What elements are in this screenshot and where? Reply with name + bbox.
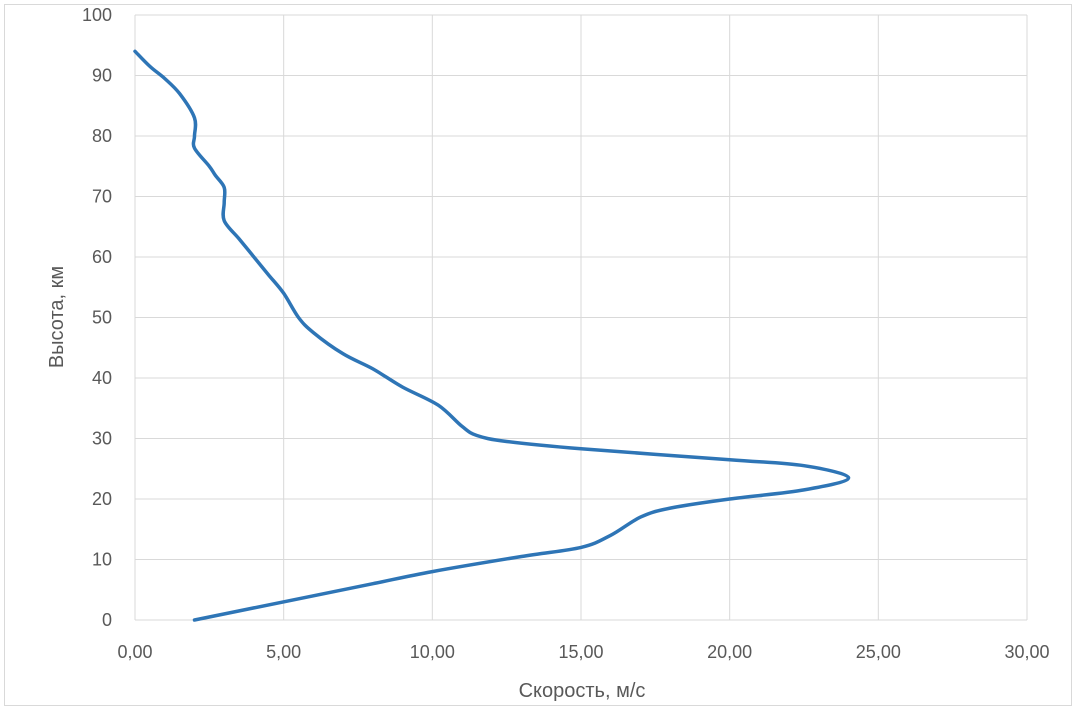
y-tick-label: 0	[102, 610, 112, 630]
x-axis-title: Скорость, м/с	[519, 680, 646, 702]
x-tick-label: 10,00	[410, 642, 455, 662]
x-axis-tick-labels: 0,00 5,00 10,00 15,00 20,00 25,00 30,00	[117, 642, 1049, 662]
y-tick-label: 10	[92, 550, 112, 570]
series-line	[133, 49, 851, 622]
y-tick-label: 80	[92, 126, 112, 146]
y-tick-label: 70	[92, 187, 112, 207]
y-tick-label: 50	[92, 308, 112, 328]
y-tick-label: 100	[82, 5, 112, 25]
x-tick-label: 20,00	[707, 642, 752, 662]
y-tick-label: 30	[92, 429, 112, 449]
grid-lines	[134, 14, 1028, 621]
series-layer	[133, 49, 851, 622]
x-tick-label: 15,00	[558, 642, 603, 662]
x-tick-label: 30,00	[1004, 642, 1049, 662]
x-tick-label: 5,00	[266, 642, 301, 662]
y-axis-title: Высота, км	[46, 266, 68, 368]
y-tick-label: 40	[92, 368, 112, 388]
y-tick-label: 20	[92, 489, 112, 509]
chart-frame	[4, 4, 1072, 706]
y-tick-label: 90	[92, 66, 112, 86]
x-tick-label: 0,00	[117, 642, 152, 662]
y-tick-label: 60	[92, 247, 112, 267]
y-axis-tick-labels: 0 10 20 30 40 50 60 70 80 90 100	[82, 5, 112, 630]
x-tick-label: 25,00	[856, 642, 901, 662]
